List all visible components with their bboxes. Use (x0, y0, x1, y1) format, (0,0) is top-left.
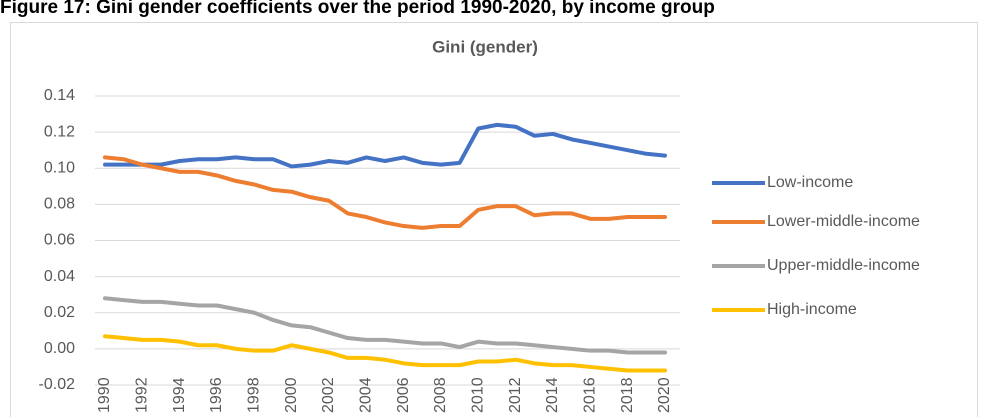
x-tick-label: 2006 (395, 377, 412, 413)
chart-title: Gini (gender) (432, 37, 538, 56)
series-line (103, 155, 667, 230)
series-line (103, 296, 667, 355)
y-tick-label: 0.14 (44, 87, 75, 104)
x-tick-label: 2000 (283, 377, 300, 413)
x-tick-label: 1990 (96, 377, 113, 413)
legend-label: Upper-middle-income (767, 257, 920, 274)
legend-label: High-income (767, 301, 857, 318)
x-tick-label: 1992 (134, 377, 151, 413)
x-tick-label: 2014 (544, 377, 561, 413)
y-tick-label: 0.02 (44, 304, 75, 321)
x-tick-label: 2016 (582, 377, 599, 413)
series-line (103, 122, 667, 169)
x-tick-label: 2010 (470, 377, 487, 413)
x-tick-label: 2012 (507, 377, 524, 413)
y-tick-label: 0.12 (44, 123, 75, 140)
figure-caption: Figure 17: Gini gender coefficients over… (0, 0, 715, 18)
y-tick-label: 0.00 (44, 340, 75, 357)
x-tick-label: 1996 (208, 377, 225, 413)
legend-label: Lower-middle-income (767, 213, 920, 230)
series-line (103, 334, 667, 373)
x-tick-label: 2002 (320, 377, 337, 413)
legend-label: Low-income (767, 174, 853, 191)
x-tick-label: 2020 (656, 377, 673, 413)
chart-frame (10, 22, 978, 417)
x-tick-label: 1994 (171, 377, 188, 413)
y-tick-label: 0.10 (44, 159, 75, 176)
y-tick-label: 0.04 (44, 268, 75, 285)
x-tick-label: 2004 (358, 377, 375, 413)
y-tick-label: 0.06 (44, 232, 75, 249)
x-tick-label: 2008 (432, 377, 449, 413)
x-tick-label: 1998 (246, 377, 263, 413)
x-tick-label: 2018 (619, 377, 636, 413)
y-tick-label: -0.02 (39, 376, 76, 393)
y-tick-label: 0.08 (44, 196, 75, 213)
